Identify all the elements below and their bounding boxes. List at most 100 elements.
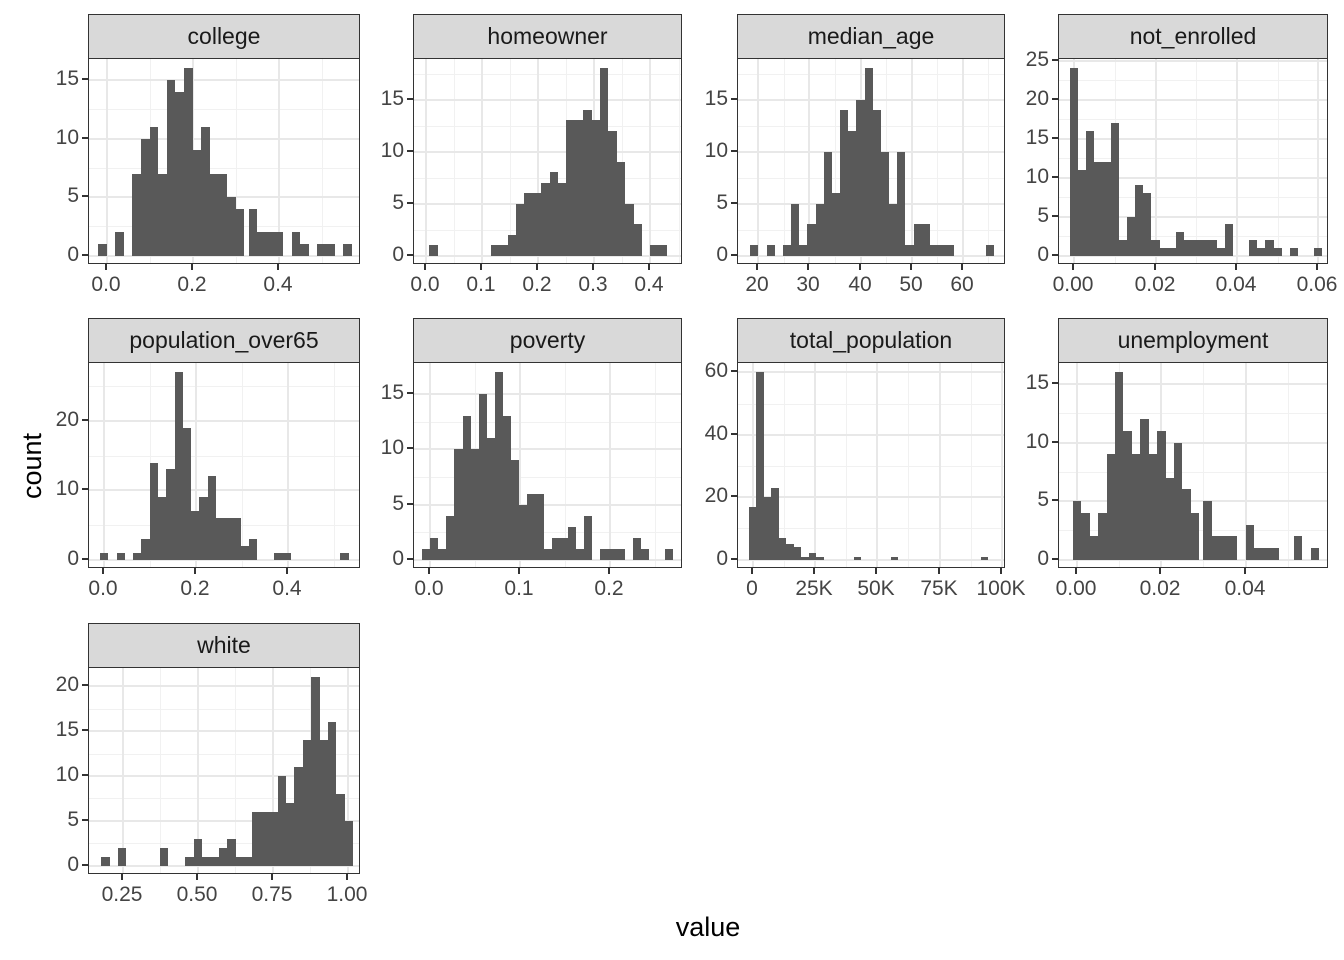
x-tick-mark: [277, 264, 279, 270]
x-tick-label: 0.02: [1134, 273, 1176, 296]
gridline-minor-vertical: [988, 59, 989, 263]
histogram-bar: [274, 232, 283, 256]
facet-panel: [1058, 362, 1328, 568]
y-tick-label: 20: [55, 408, 79, 431]
gridline-major-horizontal: [738, 434, 1004, 436]
gridline-minor-horizontal: [89, 386, 359, 387]
gridline-major-vertical: [876, 363, 878, 567]
x-tick-label: 0.1: [466, 273, 496, 296]
histogram-bar: [202, 856, 210, 866]
y-tick-label: 15: [1025, 371, 1049, 394]
histogram-bar: [261, 811, 269, 866]
histogram-bar: [1143, 193, 1151, 256]
histogram-bar: [499, 245, 508, 256]
gridline-major-horizontal: [89, 489, 359, 491]
y-axis-title: count: [17, 432, 47, 500]
gridline-major-horizontal: [89, 685, 359, 687]
y-tick-mark: [1052, 254, 1058, 256]
y-tick-label: 0: [716, 547, 728, 570]
gridline-minor-vertical: [334, 363, 335, 567]
histogram-bar: [1073, 501, 1081, 560]
histogram-bar: [1311, 547, 1319, 560]
gridline-minor-horizontal: [414, 477, 681, 478]
x-tick-label: 75K: [920, 577, 958, 600]
x-tick-mark: [286, 568, 288, 574]
y-tick-mark: [82, 254, 88, 256]
histogram-bar: [249, 208, 257, 256]
y-tick-label: 0: [67, 853, 79, 876]
histogram-bar: [576, 548, 584, 560]
histogram-bar: [141, 538, 150, 560]
facet-panel: [413, 362, 682, 568]
facet-strip: white: [88, 623, 360, 668]
histogram-bar: [233, 518, 241, 560]
facet-title: poverty: [509, 327, 586, 353]
histogram-bar: [118, 847, 126, 866]
facet-title: unemployment: [1117, 327, 1269, 353]
gridline-major-vertical: [537, 59, 539, 263]
y-tick-mark: [82, 488, 88, 490]
facet-title: white: [197, 632, 251, 658]
y-tick-label: 5: [392, 191, 404, 214]
histogram-bar: [422, 548, 430, 560]
facet-title: population_over65: [129, 327, 319, 353]
gridline-minor-horizontal: [1059, 80, 1327, 81]
y-tick-label: 25: [1025, 48, 1049, 71]
histogram-bar: [749, 506, 756, 560]
facet-title: homeowner: [487, 23, 608, 49]
gridline-major-horizontal: [414, 504, 681, 506]
histogram-bar: [840, 109, 848, 256]
y-tick-label: 15: [55, 718, 79, 741]
histogram-bar: [210, 173, 218, 256]
gridline-minor-vertical: [242, 363, 243, 567]
histogram-bar: [986, 245, 994, 256]
y-tick-mark: [1052, 558, 1058, 560]
gridline-major-vertical: [1155, 59, 1157, 263]
histogram-bar: [133, 552, 141, 560]
histogram-bar: [292, 232, 300, 256]
histogram-bar: [491, 245, 499, 256]
histogram-bar: [1103, 162, 1111, 256]
histogram-bar: [194, 838, 202, 866]
histogram-bar: [446, 515, 454, 560]
y-tick-label: 5: [67, 808, 79, 831]
x-tick-mark: [608, 568, 610, 574]
y-tick-mark: [82, 729, 88, 731]
x-tick-label: 0.0: [91, 273, 121, 296]
y-tick-label: 20: [1025, 87, 1049, 110]
x-tick-label: 0.0: [410, 273, 440, 296]
x-tick-label: 0.4: [263, 273, 293, 296]
histogram-bar: [454, 449, 463, 560]
histogram-bar: [650, 245, 659, 256]
x-tick-mark: [105, 264, 107, 270]
histogram-bar: [328, 722, 336, 866]
gridline-minor-vertical: [937, 59, 938, 263]
x-tick-label: 25K: [795, 577, 833, 600]
gridline-major-horizontal: [738, 371, 1004, 373]
histogram-bar: [794, 547, 801, 560]
histogram-bar: [1176, 232, 1184, 256]
x-tick-mark: [424, 264, 426, 270]
histogram-bar: [816, 556, 824, 560]
gridline-major-horizontal: [1059, 255, 1327, 257]
y-tick-mark: [82, 195, 88, 197]
y-tick-label: 20: [704, 484, 728, 507]
facet-panel: [737, 362, 1005, 568]
histogram-bar: [175, 91, 184, 256]
gridline-minor-horizontal: [414, 422, 681, 423]
facet-strip: total_population: [737, 318, 1005, 363]
histogram-bar: [786, 544, 794, 560]
x-tick-label: 100K: [976, 577, 1026, 600]
gridline-major-vertical: [1245, 363, 1247, 567]
gridline-major-horizontal: [89, 420, 359, 422]
gridline-minor-horizontal: [89, 168, 359, 169]
histogram-bar: [1166, 477, 1174, 560]
histogram-bar: [257, 232, 266, 256]
histogram-bar: [535, 493, 544, 560]
gridline-major-vertical: [962, 59, 964, 263]
histogram-bar: [1094, 162, 1103, 256]
x-tick-label: 0.1: [504, 577, 534, 600]
histogram-bar: [98, 243, 107, 256]
gridline-minor-vertical: [1203, 363, 1204, 567]
